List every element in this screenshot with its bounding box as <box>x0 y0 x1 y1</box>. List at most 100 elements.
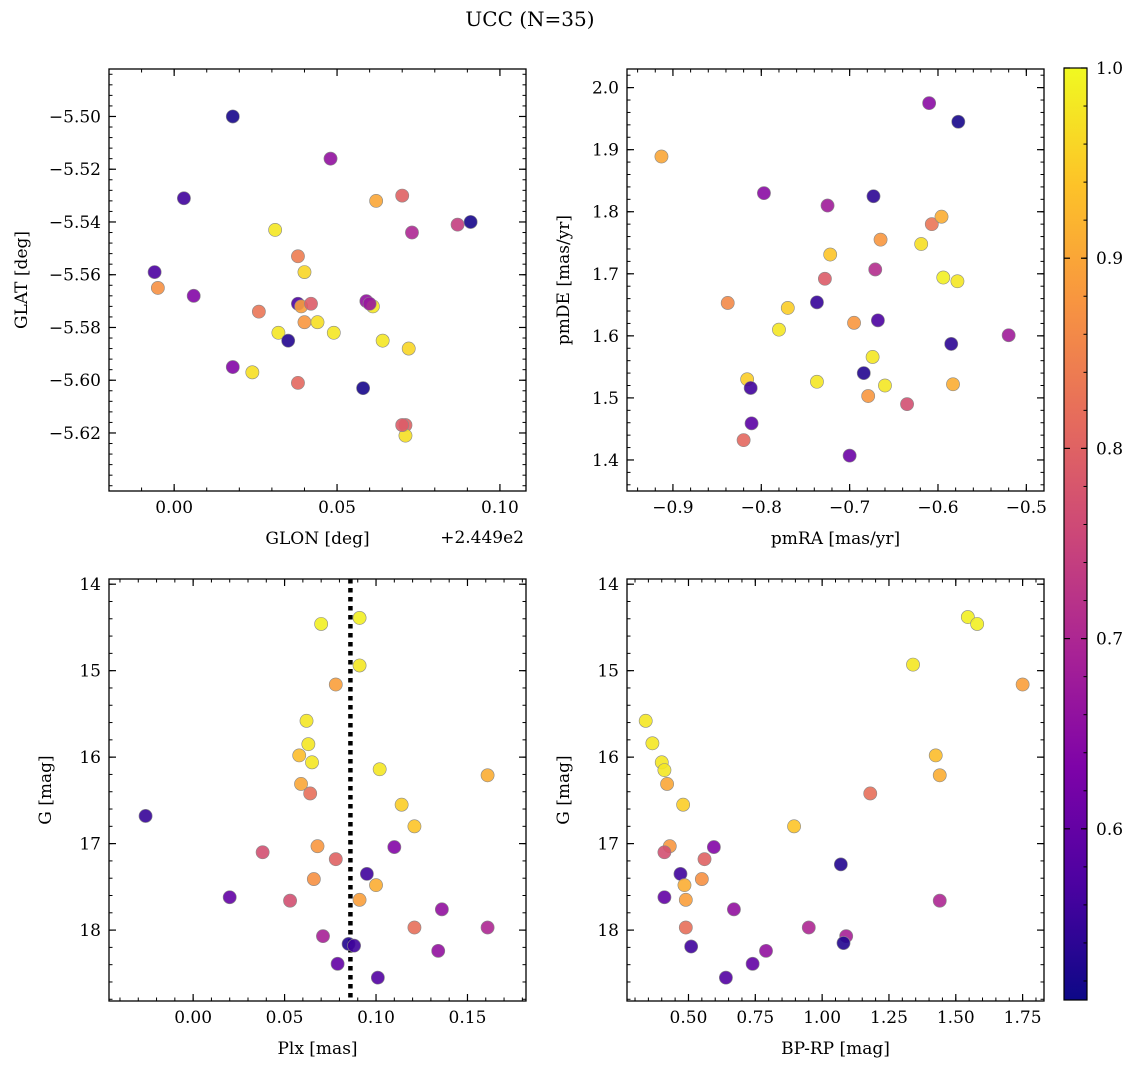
data-point <box>759 943 773 958</box>
y-tick-label: −5.60 <box>49 371 101 391</box>
data-point <box>836 936 851 950</box>
data-point <box>305 755 319 770</box>
y-tick-label: 16 <box>79 748 101 768</box>
data-point <box>251 304 266 319</box>
data-point <box>946 377 960 392</box>
data-point <box>395 418 410 432</box>
axes-frame <box>108 578 527 1002</box>
axes-frame <box>626 68 1045 492</box>
data-point <box>268 222 283 237</box>
data-point <box>823 247 838 262</box>
y-tick-label: 15 <box>79 662 101 682</box>
data-point <box>744 416 759 431</box>
data-point <box>660 777 674 791</box>
data-point <box>694 872 709 886</box>
data-point <box>657 845 672 860</box>
data-point <box>654 149 669 164</box>
y-axis-label: pmDE [mas/yr] <box>554 215 574 345</box>
x-tick-label: 1.75 <box>1004 1008 1042 1028</box>
colorbar-gradient <box>1063 67 1088 1001</box>
data-point <box>255 845 270 860</box>
data-point <box>292 748 307 763</box>
y-tick-label: 15 <box>597 662 619 682</box>
data-point <box>810 295 824 310</box>
data-point <box>370 970 385 985</box>
data-point <box>405 225 419 240</box>
data-point <box>727 902 741 917</box>
data-point <box>301 737 316 752</box>
data-point <box>330 956 345 971</box>
data-point <box>283 893 297 908</box>
data-point <box>299 713 314 728</box>
data-point <box>657 763 672 778</box>
data-point <box>1015 677 1030 692</box>
data-point <box>314 617 329 631</box>
data-point <box>866 189 881 204</box>
data-point <box>856 366 871 380</box>
y-tick-label: 18 <box>79 921 101 941</box>
data-point <box>395 188 410 203</box>
data-point <box>310 315 325 330</box>
data-point <box>138 809 153 823</box>
x-tick-label: 1.00 <box>803 1008 841 1028</box>
data-point <box>294 777 308 791</box>
axes-frame <box>626 578 1045 1002</box>
data-point <box>359 866 374 881</box>
data-point <box>323 151 338 166</box>
data-point <box>743 381 758 395</box>
x-axis-label: pmRA [mas/yr] <box>771 529 900 549</box>
data-point <box>873 232 888 247</box>
y-tick-label: 14 <box>597 575 619 595</box>
data-point <box>222 890 237 905</box>
colorbar: 0.6 0.7 0.8 0.9 1.0 <box>1063 59 1123 1001</box>
y-tick-label: −5.58 <box>49 318 101 338</box>
x-offset-text: +2.449e2 <box>440 528 524 548</box>
data-point <box>480 768 495 783</box>
data-point <box>369 878 383 893</box>
data-point <box>347 938 361 953</box>
data-point <box>900 397 914 412</box>
data-point <box>352 658 367 673</box>
data-point <box>745 956 760 971</box>
data-point <box>861 389 876 403</box>
data-point <box>960 610 975 624</box>
data-point <box>362 296 377 311</box>
data-point <box>676 797 691 812</box>
data-point <box>1001 328 1016 343</box>
y-tick-label: −5.50 <box>49 107 101 127</box>
data-point <box>431 943 446 958</box>
data-point <box>906 657 920 672</box>
data-point <box>780 301 795 315</box>
panel-pmra-pmde: −0.9 −0.8 −0.7 −0.6 −0.5 1.4 1.5 1.6 1.7 1.8 1.9 2.… <box>554 68 1047 549</box>
x-tick-label: 1.25 <box>870 1008 908 1028</box>
data-point <box>271 325 286 340</box>
data-point <box>450 217 465 232</box>
data-point <box>297 265 312 279</box>
data-point <box>463 215 478 229</box>
data-point <box>306 872 321 886</box>
data-point <box>407 920 422 935</box>
data-point <box>375 333 390 348</box>
data-point <box>934 209 949 224</box>
y-tick-label: 18 <box>597 921 619 941</box>
data-point <box>369 193 384 208</box>
colorbar-tick-label: 1.0 <box>1096 59 1123 79</box>
data-point <box>310 839 325 854</box>
data-point <box>352 611 367 625</box>
x-tick-label: 0.10 <box>481 498 519 518</box>
data-point <box>177 191 191 206</box>
colorbar-tick-label: 0.9 <box>1096 249 1123 269</box>
data-point <box>147 265 162 279</box>
y-tick-label: 16 <box>597 748 619 768</box>
y-axis-label: G [mag] <box>554 755 574 824</box>
data-point <box>833 857 848 872</box>
axes-frame <box>108 68 527 492</box>
x-tick-label: 0.05 <box>266 1008 304 1028</box>
x-tick-label: −0.8 <box>741 498 782 518</box>
data-point <box>281 333 296 348</box>
x-tick-label: 0.05 <box>318 498 356 518</box>
x-axis-label: Plx [mas] <box>277 1039 357 1059</box>
data-point <box>757 186 771 201</box>
data-point <box>914 237 929 251</box>
